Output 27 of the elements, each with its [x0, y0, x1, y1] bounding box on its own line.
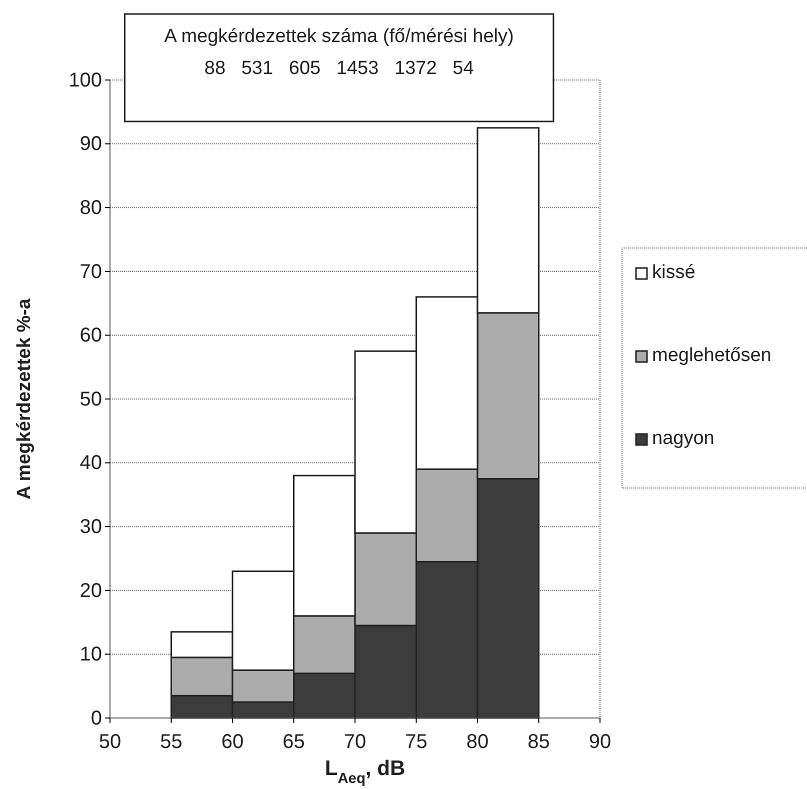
x-tick-label: 65: [282, 731, 305, 753]
y-axis-title: A megkérdezettek %-a: [14, 298, 35, 500]
y-tick-label: 30: [80, 516, 102, 538]
y-tick-label: 0: [90, 707, 102, 730]
x-tick-label: 90: [588, 731, 612, 753]
y-tick-label: 100: [68, 69, 102, 92]
x-tick-label: 70: [344, 731, 366, 753]
text: 88 531 605 1453 1372 54: [204, 58, 474, 79]
y-tick-label: 70: [80, 260, 102, 283]
y-tick-label: 90: [80, 133, 102, 156]
x-tick-label: 55: [160, 731, 182, 753]
x-tick-label: 85: [528, 731, 550, 753]
legend-label: nagyon: [652, 428, 714, 449]
x-tick-label: 80: [466, 731, 489, 753]
x-tick-label: 60: [221, 731, 244, 753]
y-tick-label: 50: [80, 388, 102, 410]
y-tick-label: 80: [80, 197, 102, 219]
y-tick-label: 40: [80, 452, 102, 474]
y-tick-label: 20: [80, 580, 102, 602]
legend-label: kissé: [652, 262, 696, 283]
y-tick-label: 60: [80, 324, 102, 347]
text: A megkérdezettek száma (fő/mérési hely): [164, 26, 514, 47]
legend-label: meglehetősen: [652, 345, 772, 366]
x-axis-title: L$_{Aeq}$, dB: [324, 757, 406, 787]
x-tick-label: 75: [405, 731, 428, 753]
x-tick-label: 50: [98, 731, 122, 753]
y-tick-label: 10: [80, 644, 102, 666]
